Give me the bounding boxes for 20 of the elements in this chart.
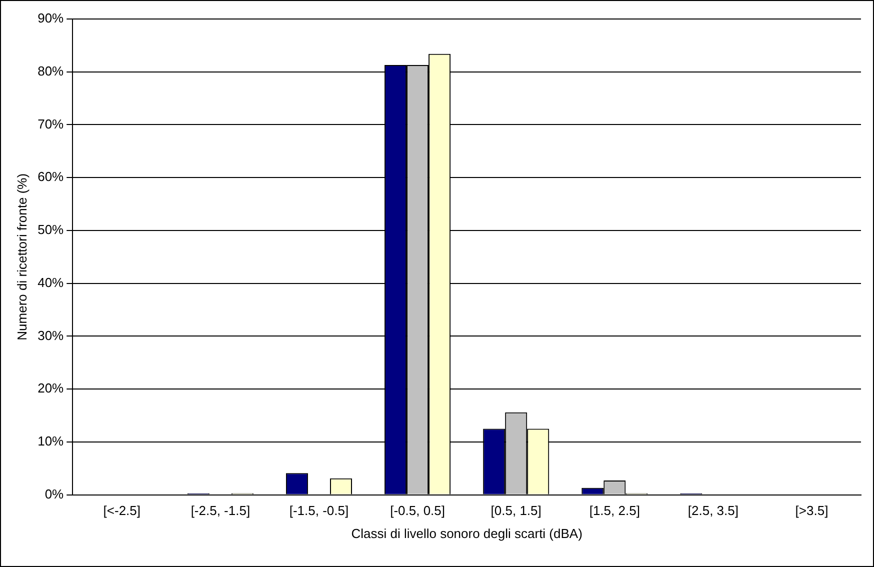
y-tick-label: 0% xyxy=(44,486,64,502)
y-tick-label: 10% xyxy=(38,434,64,449)
y-tick-label: 70% xyxy=(38,116,64,132)
y-tick-label: 90% xyxy=(38,10,64,26)
x-tick-label: [-0.5, 0.5] xyxy=(390,503,445,518)
x-tick-label: [>3.5] xyxy=(795,503,828,518)
x-tick-label: [<-2.5] xyxy=(103,503,140,518)
x-axis-title: Classi di livello sonoro degli scarti (dBA) xyxy=(351,526,582,541)
x-tick-label: [0.5, 1.5] xyxy=(490,503,542,518)
y-axis-title: Numero di ricettori fronte (%) xyxy=(14,173,30,340)
x-tick-label: [-1.5, -0.5] xyxy=(289,503,349,518)
x-tick-label: [-2.5, -1.5] xyxy=(190,503,250,518)
y-tick-label: 30% xyxy=(38,328,64,343)
x-tick-label: [1.5, 2.5] xyxy=(589,503,640,518)
y-tick-label: 60% xyxy=(38,169,64,184)
x-tick-label: [2.5, 3.5] xyxy=(688,503,738,518)
y-tick-label: 40% xyxy=(38,274,64,290)
y-tick-label: 80% xyxy=(38,63,64,78)
y-tick-label: 20% xyxy=(38,380,64,396)
y-tick-label: 50% xyxy=(38,222,64,238)
